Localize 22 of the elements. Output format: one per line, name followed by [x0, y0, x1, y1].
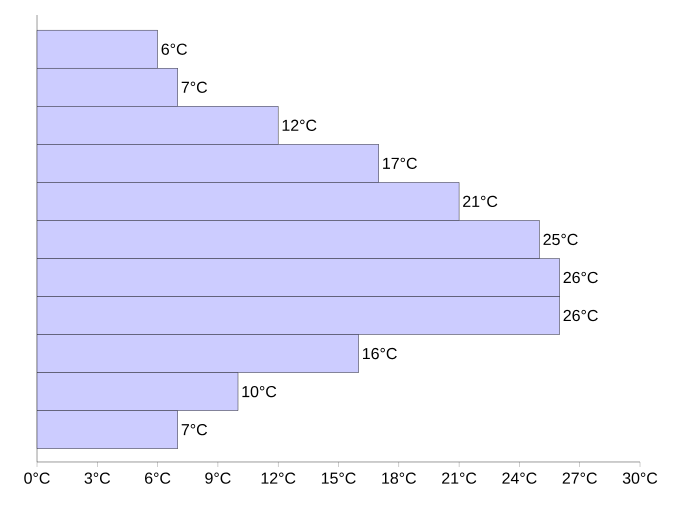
x-tick-label: 6°C — [145, 472, 170, 484]
x-tick-label: 12°C — [262, 472, 296, 484]
x-tick-label: 21°C — [442, 472, 476, 484]
data-label: 7°C — [182, 424, 208, 436]
data-label: 21°C — [463, 196, 498, 208]
data-label: 17°C — [383, 158, 417, 169]
x-tick-label: 15°C — [322, 472, 356, 484]
x-tick-label: 9°C — [205, 472, 231, 484]
data-label: 12°C — [282, 120, 316, 131]
data-label: 26°C — [564, 272, 598, 284]
data-label: 10°C — [242, 386, 276, 398]
data-label: 16°C — [363, 348, 397, 360]
x-tick-label: 27°C — [562, 472, 597, 484]
data-label: 25°C — [544, 234, 578, 246]
x-tick-label: 30°C — [622, 472, 658, 484]
data-label: 6°C — [162, 44, 187, 55]
x-tick-label: 0°C — [24, 472, 50, 484]
data-label: 26°C — [564, 310, 598, 322]
x-tick-label: 3°C — [84, 472, 110, 484]
x-tick-label: 18°C — [382, 472, 416, 484]
x-tick-label: 24°C — [502, 472, 537, 484]
data-label: 7°C — [182, 82, 208, 93]
